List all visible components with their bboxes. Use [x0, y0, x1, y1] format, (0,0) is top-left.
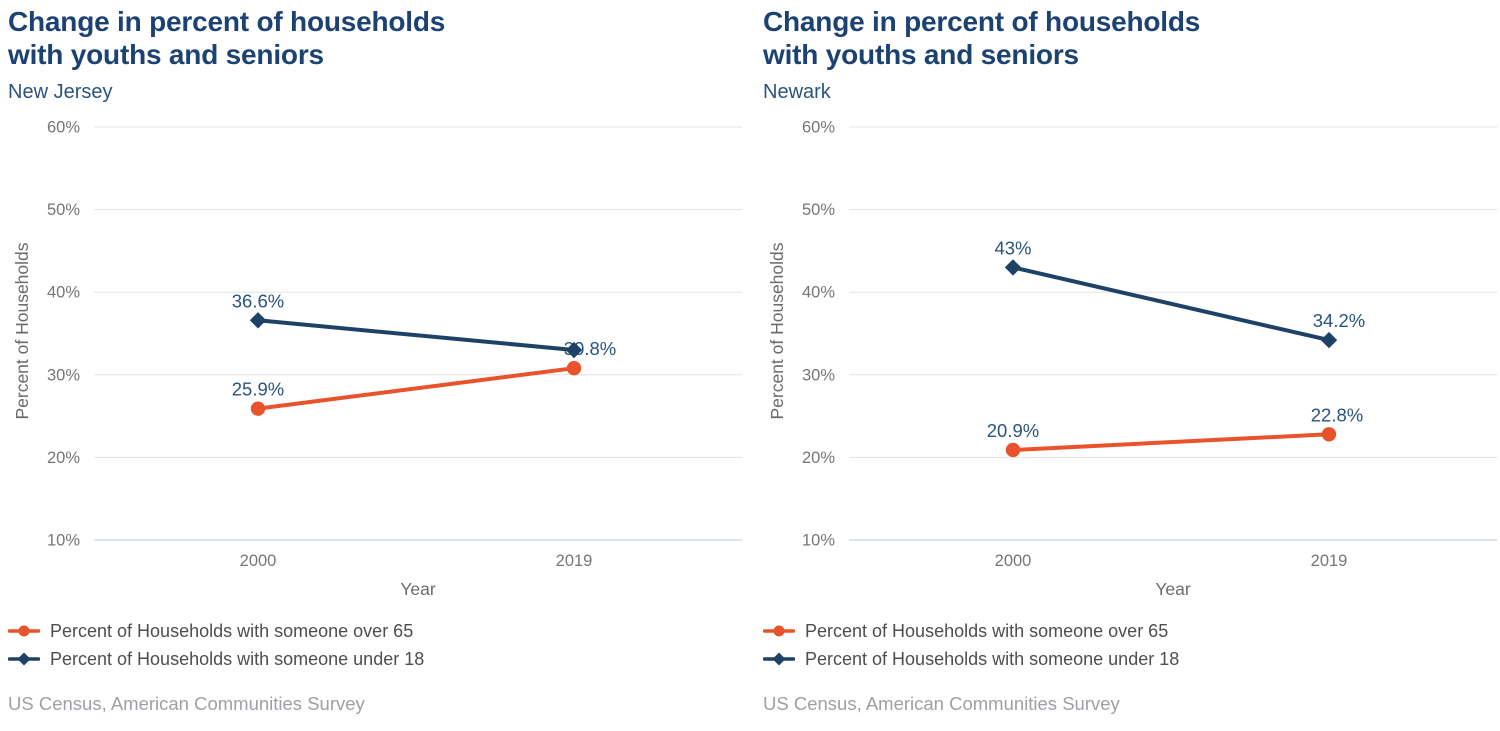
svg-text:2019: 2019: [1311, 552, 1348, 570]
svg-text:30%: 30%: [47, 366, 80, 384]
svg-text:22.8%: 22.8%: [1311, 404, 1363, 425]
legend-line-diamond-icon: [762, 652, 796, 666]
chart-title-line-2: with youths and seniors: [8, 39, 324, 70]
chart-title-line-2: with youths and seniors: [763, 39, 1079, 70]
source-note: US Census, American Communities Survey: [763, 693, 1120, 714]
legend-label: Percent of Households with someone under…: [50, 648, 425, 669]
svg-text:50%: 50%: [47, 201, 80, 219]
svg-text:2000: 2000: [995, 552, 1032, 570]
legend-label: Percent of Households with someone under…: [805, 648, 1180, 669]
line-chart-canvas: 60% 50% 40% 30% 20% 10% 2000 2019 Year Percent of…: [767, 119, 1497, 599]
svg-text:20%: 20%: [47, 449, 80, 467]
legend-item-over-65: Percent of Households with someone over …: [762, 617, 1179, 645]
svg-text:50%: 50%: [802, 201, 835, 219]
svg-text:2000: 2000: [240, 552, 277, 570]
legend-line-circle-icon: [762, 624, 796, 638]
chart-title-line-1: Change in percent of households: [8, 6, 446, 37]
svg-text:20.9%: 20.9%: [987, 420, 1039, 441]
chart-title: Change in percent of households with you…: [8, 5, 445, 71]
source-note: US Census, American Communities Survey: [8, 693, 365, 714]
chart-panel-new-jersey: Change in percent of households with you…: [7, 5, 748, 731]
chart-title-line-1: Change in percent of households: [763, 6, 1201, 37]
svg-text:43%: 43%: [994, 237, 1031, 258]
svg-text:10%: 10%: [47, 532, 80, 550]
chart-panel-newark: Change in percent of households with you…: [762, 5, 1500, 731]
svg-text:Year: Year: [400, 579, 436, 599]
svg-text:Percent of Households: Percent of Households: [12, 242, 32, 419]
legend-item-over-65: Percent of Households with someone over …: [7, 617, 424, 645]
svg-text:10%: 10%: [802, 532, 835, 550]
legend-label: Percent of Households with someone over …: [50, 620, 414, 641]
chart-legend: Percent of Households with someone over …: [762, 617, 1180, 673]
svg-text:Year: Year: [1155, 579, 1191, 599]
chart-subtitle: Newark: [763, 81, 831, 103]
svg-text:25.9%: 25.9%: [232, 379, 284, 400]
svg-text:30%: 30%: [802, 366, 835, 384]
chart-subtitle: New Jersey: [8, 81, 113, 103]
svg-text:Percent of Households: Percent of Households: [767, 242, 787, 419]
chart-title: Change in percent of households with you…: [763, 5, 1200, 71]
line-chart-canvas: 60% 50% 40% 30% 20% 10% 2000 2019 Year Percent of…: [12, 119, 742, 599]
chart-legend: Percent of Households with someone over …: [7, 617, 425, 673]
svg-text:20%: 20%: [802, 449, 835, 467]
legend-line-circle-icon: [7, 624, 41, 638]
svg-text:34.2%: 34.2%: [1313, 310, 1365, 331]
legend-item-under-18: Percent of Households with someone under…: [7, 645, 425, 673]
svg-text:60%: 60%: [47, 119, 80, 137]
svg-text:60%: 60%: [802, 119, 835, 137]
svg-text:40%: 40%: [47, 284, 80, 302]
legend-line-diamond-icon: [7, 652, 41, 666]
legend-item-under-18: Percent of Households with someone under…: [762, 645, 1180, 673]
legend-label: Percent of Households with someone over …: [805, 620, 1169, 641]
svg-text:40%: 40%: [802, 284, 835, 302]
svg-text:36.6%: 36.6%: [232, 290, 284, 311]
svg-text:2019: 2019: [556, 552, 593, 570]
